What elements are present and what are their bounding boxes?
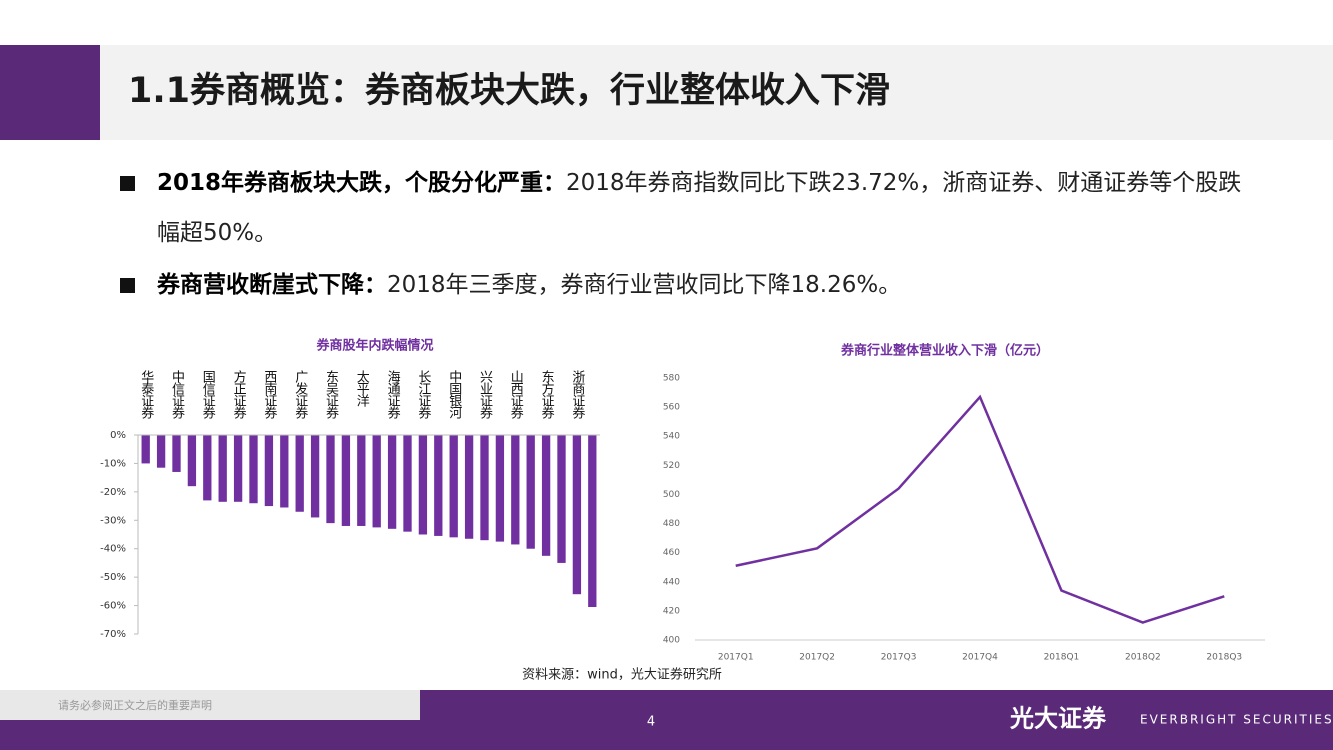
bar (141, 435, 150, 464)
header-band (100, 45, 1333, 140)
y-tick-label: 0% (110, 430, 126, 441)
bar (511, 435, 520, 545)
bar (557, 435, 566, 563)
bullet: 2018年券商板块大跌，个股分化严重：2018年券商指数同比下跌23.72%，浙… (157, 158, 1247, 258)
x-tick-label: 2018Q1 (1044, 653, 1080, 663)
x-tick-label: 2017Q3 (881, 653, 917, 663)
x-tick-label: 国信证券 (200, 370, 216, 419)
bar (264, 435, 274, 507)
bullet: 券商营收断崖式下降：2018年三季度，券商行业营收同比下降18.26%。 (157, 260, 1247, 310)
y-tick-label: 580 (663, 374, 680, 384)
x-tick-label: 华泰证券 (138, 370, 154, 419)
bullet-text: 2018年券商指数同比下跌23.72%，浙商证券、财通证券等个股跌幅超50%。 (157, 170, 1242, 246)
bar (449, 435, 458, 538)
y-tick-label: -60% (100, 601, 126, 612)
bar (495, 435, 505, 542)
source: 资料来源：wind，光大证券研究所 (522, 667, 722, 683)
x-tick-label: 东吴证券 (323, 370, 339, 419)
logo-cn: 光大证券 (1009, 704, 1107, 733)
bar (341, 435, 351, 526)
bar (172, 435, 181, 472)
bar (203, 435, 212, 501)
bar (418, 435, 428, 535)
disclaimer: 请务必参阅正文之后的重要声明 (58, 698, 212, 712)
chart-title: 券商股年内跌幅情况 (315, 338, 433, 354)
y-tick-label: -50% (100, 572, 126, 583)
bar (372, 435, 381, 528)
x-tick-label: 中国银河 (446, 370, 462, 419)
bar (187, 435, 197, 487)
x-tick-label: 山西证券 (508, 370, 524, 419)
bullet-bold: 2018年券商板块大跌，个股分化严重： (157, 170, 567, 196)
chart-title: 券商行业整体营业收入下滑（亿元） (840, 343, 1049, 359)
x-tick-label: 方正证券 (231, 369, 247, 419)
bullet-marker (120, 176, 135, 191)
y-tick-label: 480 (663, 519, 680, 529)
bar (434, 435, 443, 536)
bullet-marker (120, 278, 135, 293)
y-tick-label: -40% (100, 544, 126, 555)
y-tick-label: 520 (663, 461, 680, 471)
x-tick-label: 兴业证券 (477, 370, 493, 419)
bar (480, 435, 489, 541)
bullet-text: 2018年三季度，券商行业营收同比下降18.26%。 (387, 272, 902, 298)
bar (249, 435, 258, 504)
x-tick-label: 太平洋 (354, 370, 370, 407)
y-tick-label: -30% (100, 515, 126, 526)
y-tick-label: 460 (663, 548, 680, 558)
y-tick-label: 540 (663, 432, 680, 442)
y-tick-label: -10% (100, 458, 126, 469)
bar (403, 435, 412, 532)
x-tick-label: 东方证券 (539, 370, 555, 419)
bar (387, 435, 397, 529)
y-tick-label: 440 (663, 577, 680, 587)
bar (464, 435, 474, 539)
y-tick-label: 400 (663, 636, 680, 646)
x-tick-label: 长江证券 (415, 370, 431, 419)
x-tick-label: 2017Q1 (718, 653, 754, 663)
page-number: 4 (647, 715, 655, 730)
x-tick-label: 2017Q2 (799, 653, 835, 663)
y-tick-label: -70% (100, 629, 126, 640)
bar (357, 435, 366, 526)
x-tick-label: 西南证券 (261, 370, 277, 419)
title: 1.1券商概览：券商板块大跌，行业整体收入下滑 (128, 71, 890, 111)
y-tick-label: 420 (663, 606, 680, 616)
bar (310, 435, 320, 518)
bar (541, 435, 551, 556)
bar (280, 435, 289, 508)
y-tick-label: 560 (663, 403, 680, 413)
bar (326, 435, 335, 524)
bar (526, 435, 535, 549)
footer-light (0, 690, 420, 720)
x-tick-label: 浙商证券 (569, 370, 585, 419)
x-tick-label: 2018Q2 (1125, 653, 1161, 663)
bar (233, 435, 243, 502)
logo-en: EVERBRIGHT SECURITIES (1140, 713, 1333, 727)
bar (588, 435, 597, 607)
bar (156, 435, 166, 468)
x-tick-label: 广发证券 (292, 370, 308, 419)
x-tick-label: 中信证券 (169, 370, 185, 419)
bar (572, 435, 582, 595)
x-tick-label: 海通证券 (385, 370, 401, 419)
line (735, 394, 1225, 624)
header-block (0, 45, 100, 140)
bullet-bold: 券商营收断崖式下降： (157, 272, 387, 298)
x-tick-label: 2017Q4 (962, 653, 998, 663)
x-tick-label: 2018Q3 (1206, 653, 1242, 663)
y-tick-label: -20% (100, 487, 126, 498)
bar (218, 435, 227, 502)
y-tick-label: 500 (663, 490, 680, 500)
bar (295, 435, 304, 512)
